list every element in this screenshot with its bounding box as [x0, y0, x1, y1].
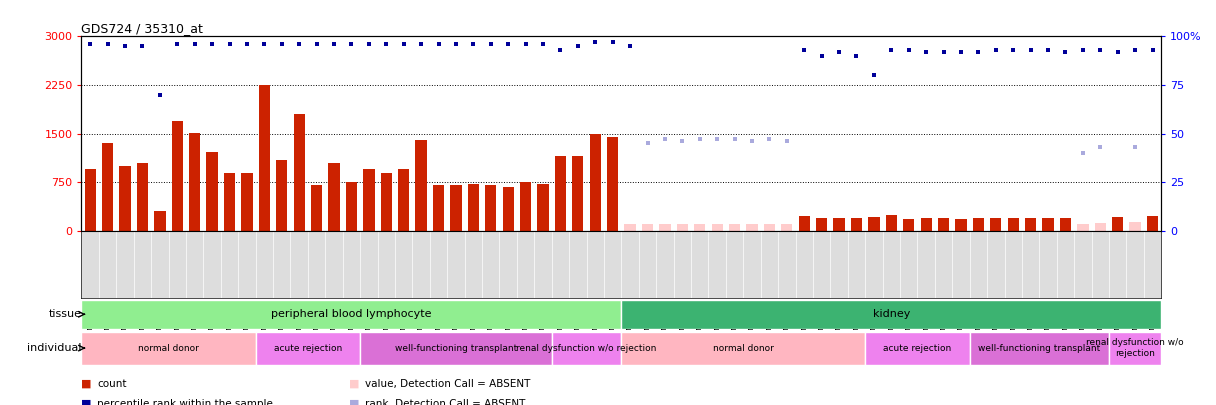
Text: ■: ■: [81, 379, 92, 388]
Text: kidney: kidney: [873, 309, 910, 319]
Bar: [799, 216, 810, 231]
Text: well-functioning transplant: well-functioning transplant: [978, 343, 1100, 353]
Bar: [990, 218, 1002, 231]
Bar: [573, 156, 584, 231]
Bar: [816, 218, 827, 231]
Text: acute rejection: acute rejection: [883, 343, 952, 353]
Bar: [188, 133, 201, 231]
Bar: [781, 224, 793, 231]
Bar: [969, 332, 1109, 364]
Bar: [81, 332, 255, 364]
Bar: [241, 173, 253, 231]
Bar: [119, 166, 130, 231]
Bar: [224, 173, 235, 231]
Text: renal dysfunction w/o
rejection: renal dysfunction w/o rejection: [1086, 339, 1184, 358]
Bar: [938, 218, 950, 231]
Bar: [502, 187, 514, 231]
Bar: [136, 163, 148, 231]
Bar: [590, 134, 601, 231]
Bar: [868, 217, 879, 231]
Bar: [1042, 218, 1054, 231]
Bar: [381, 173, 392, 231]
Text: ■: ■: [349, 379, 360, 388]
Bar: [642, 224, 653, 231]
Bar: [973, 218, 984, 231]
Text: percentile rank within the sample: percentile rank within the sample: [97, 399, 274, 405]
Text: normal donor: normal donor: [139, 343, 199, 353]
Bar: [1025, 218, 1036, 231]
Bar: [276, 160, 287, 231]
Text: GDS724 / 35310_at: GDS724 / 35310_at: [81, 22, 203, 35]
Bar: [416, 140, 427, 231]
Bar: [1094, 223, 1107, 231]
Bar: [398, 169, 410, 231]
Bar: [851, 218, 862, 231]
Bar: [1147, 216, 1158, 231]
Bar: [921, 218, 931, 231]
Bar: [659, 224, 670, 231]
Text: ■: ■: [349, 399, 360, 405]
Bar: [364, 169, 375, 231]
Bar: [866, 332, 969, 364]
Bar: [1008, 218, 1019, 231]
Bar: [345, 182, 358, 231]
Bar: [485, 185, 496, 231]
Bar: [520, 181, 531, 231]
Bar: [621, 300, 1161, 329]
Bar: [1109, 332, 1161, 364]
Bar: [554, 156, 567, 231]
Bar: [903, 219, 914, 231]
Bar: [328, 163, 339, 231]
Text: acute rejection: acute rejection: [274, 343, 342, 353]
Bar: [747, 224, 758, 231]
Bar: [154, 211, 165, 231]
Text: renal dysfunction w/o rejection: renal dysfunction w/o rejection: [517, 343, 657, 353]
Bar: [293, 114, 305, 231]
Bar: [81, 300, 621, 329]
Bar: [259, 85, 270, 231]
Bar: [621, 332, 866, 364]
Text: tissue: tissue: [49, 309, 81, 319]
Bar: [433, 185, 444, 231]
Bar: [1077, 224, 1088, 231]
Text: rank, Detection Call = ABSENT: rank, Detection Call = ABSENT: [365, 399, 525, 405]
Bar: [85, 169, 96, 231]
Bar: [537, 183, 548, 231]
Bar: [1060, 218, 1071, 231]
Bar: [833, 218, 845, 231]
Text: ■: ■: [81, 399, 92, 405]
Text: peripheral blood lymphocyte: peripheral blood lymphocyte: [271, 309, 432, 319]
Text: well-functioning transplant: well-functioning transplant: [395, 343, 517, 353]
Bar: [956, 219, 967, 231]
Bar: [207, 152, 218, 231]
Bar: [468, 183, 479, 231]
Bar: [694, 224, 705, 231]
Bar: [885, 215, 897, 231]
Bar: [552, 332, 621, 364]
Bar: [311, 185, 322, 231]
Bar: [171, 121, 182, 231]
Bar: [764, 224, 775, 231]
Text: normal donor: normal donor: [713, 343, 773, 353]
Bar: [1113, 217, 1124, 231]
Bar: [102, 143, 113, 231]
Bar: [1130, 222, 1141, 231]
Text: count: count: [97, 379, 126, 388]
Bar: [360, 332, 552, 364]
Bar: [450, 185, 462, 231]
Text: individual: individual: [27, 343, 81, 353]
Text: value, Detection Call = ABSENT: value, Detection Call = ABSENT: [365, 379, 530, 388]
Bar: [676, 224, 688, 231]
Bar: [607, 137, 618, 231]
Bar: [625, 224, 636, 231]
Bar: [711, 224, 722, 231]
Bar: [255, 332, 360, 364]
Bar: [728, 224, 741, 231]
